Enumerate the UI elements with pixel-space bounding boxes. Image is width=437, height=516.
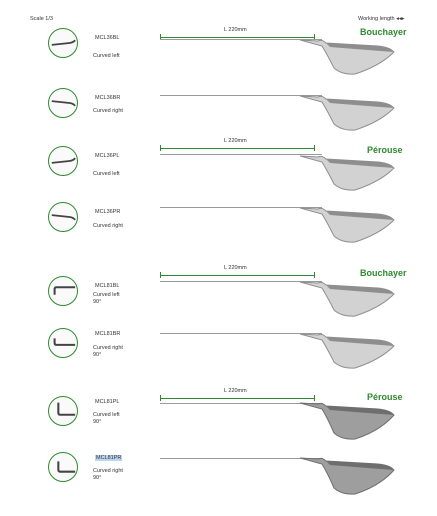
product-code: MCL81BR <box>95 331 121 337</box>
measure-bar <box>160 275 315 276</box>
instrument-handle <box>299 276 395 324</box>
curved-left-tip-icon <box>51 157 76 164</box>
length-measure: L 220mm <box>160 138 315 151</box>
working-length-label: Working length ◂◂▸ <box>358 16 405 22</box>
curved-right-tip-icon <box>51 214 76 221</box>
instrument-shaft <box>160 207 322 208</box>
description-line: 90° <box>93 419 102 425</box>
measure-tick-right <box>314 34 315 40</box>
hook-right-90-tip-icon <box>57 461 76 473</box>
product-description: Curved left <box>93 53 120 60</box>
instrument-shaft <box>160 39 322 40</box>
description-line: Curved left <box>93 53 120 59</box>
instrument-row: MCL36BR Curved right <box>0 88 437 138</box>
instrument-row: MCL36PR Curved right <box>0 202 437 252</box>
instrument-shaft <box>160 95 322 96</box>
length-measure: L 220mm <box>160 265 315 278</box>
curved-left-tip-icon <box>51 39 76 46</box>
measure-tick-left <box>160 145 161 151</box>
description-line: Curved left <box>93 412 120 418</box>
measure-label: L 220mm <box>222 388 249 394</box>
instrument-handle <box>299 202 395 250</box>
instrument-shaft <box>160 458 322 459</box>
product-description: Curved right 90° <box>93 345 123 359</box>
measure-tick-left <box>160 395 161 401</box>
instrument-row: MCL36PL Curved left L 220mm <box>0 138 437 198</box>
product-code: MCL36BL <box>95 35 120 41</box>
instrument-handle <box>299 397 395 445</box>
hook-left-90-tip-icon <box>53 286 76 295</box>
instrument-shaft <box>160 403 322 404</box>
group-label-bouchayer-2: Bouchayer <box>360 268 407 278</box>
description-line: 90° <box>93 475 102 481</box>
length-measure: L 220mm <box>160 27 315 40</box>
instrument-row: MCL81BR Curved right 90° <box>0 328 437 378</box>
tip-thumbnail[interactable] <box>48 396 78 426</box>
product-description: Curved left <box>93 171 120 178</box>
product-description: Curved right <box>93 108 123 115</box>
description-line: 90° <box>93 299 102 305</box>
instrument-handle <box>299 328 395 376</box>
tip-thumbnail[interactable] <box>48 28 78 58</box>
product-description: Curved right 90° <box>93 468 123 482</box>
product-code: MCL81PL <box>95 399 120 405</box>
scale-label: Scale 1/3 <box>30 16 53 22</box>
instrument-row: MCL81PR Curved right 90° <box>0 452 437 502</box>
measure-tick-left <box>160 272 161 278</box>
measure-tick-right <box>314 272 315 278</box>
hook-right-90-tip-icon <box>53 338 76 346</box>
instrument-shaft <box>160 154 322 155</box>
group-label-bouchayer-1: Bouchayer <box>360 27 407 37</box>
curved-right-tip-icon <box>51 100 76 107</box>
description-line: Curved right <box>93 223 123 229</box>
instrument-row: MCL81PL Curved left 90° L 220mm <box>0 388 437 446</box>
description-line: Curved right <box>93 345 123 351</box>
description-line: Curved right <box>93 468 123 474</box>
tip-thumbnail[interactable] <box>48 88 78 118</box>
instrument-shaft <box>160 333 322 334</box>
measure-bar <box>160 148 315 149</box>
tip-thumbnail[interactable] <box>48 202 78 232</box>
measure-tick-right <box>314 395 315 401</box>
description-line: Curved right <box>93 108 123 114</box>
product-description: Curved left 90° <box>93 292 120 306</box>
instrument-handle <box>299 90 395 138</box>
instrument-handle <box>299 452 395 500</box>
length-measure: L 220mm <box>160 388 315 401</box>
tip-thumbnail[interactable] <box>48 452 78 482</box>
instrument-row: MCL36BL Curved left L 220mm <box>0 27 437 78</box>
instrument-handle <box>299 150 395 198</box>
product-code: MCL81BL <box>95 283 120 289</box>
tip-thumbnail[interactable] <box>48 276 78 306</box>
product-code: MCL36PR <box>95 209 121 215</box>
group-label-perouse-1: Pérouse <box>367 145 403 155</box>
instrument-handle <box>299 34 395 82</box>
description-line: 90° <box>93 352 102 358</box>
measure-label: L 220mm <box>222 138 249 144</box>
tip-thumbnail[interactable] <box>48 146 78 176</box>
measure-tick-left <box>160 34 161 40</box>
product-description: Curved left 90° <box>93 412 120 426</box>
instrument-shaft <box>160 281 322 282</box>
product-code: MCL81PR <box>95 455 123 461</box>
measure-bar <box>160 398 315 399</box>
product-description: Curved right <box>93 223 123 230</box>
tip-thumbnail[interactable] <box>48 328 78 358</box>
hook-left-90-tip-icon <box>57 402 76 416</box>
measure-bar <box>160 37 315 38</box>
product-code: MCL36BR <box>95 95 121 101</box>
measure-tick-right <box>314 145 315 151</box>
instrument-row: MCL81BL Curved left 90° L 220mm <box>0 265 437 326</box>
product-code: MCL36PL <box>95 153 120 159</box>
measure-label: L 220mm <box>222 265 249 271</box>
group-label-perouse-2: Pérouse <box>367 392 403 402</box>
description-line: Curved left <box>93 171 120 177</box>
description-line: Curved left <box>93 292 120 298</box>
measure-label: L 220mm <box>222 27 249 33</box>
